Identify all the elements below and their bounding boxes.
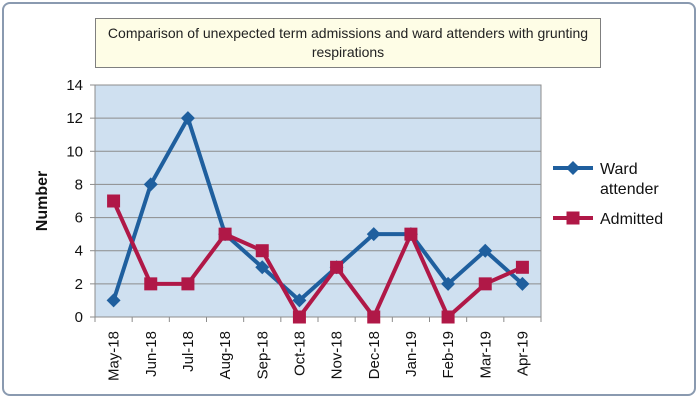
x-tick-label: Sep-18	[254, 331, 271, 379]
admitted-point	[292, 310, 306, 324]
y-tick-label: 10	[66, 143, 83, 160]
legend-marker	[566, 211, 580, 225]
x-tick-label: Oct-18	[291, 331, 308, 376]
x-tick-label: Jun-18	[143, 331, 160, 377]
ward-attender-point	[292, 293, 307, 308]
y-tick-label: 2	[75, 276, 83, 293]
admitted-point	[515, 260, 529, 274]
admitted-point	[367, 310, 381, 324]
admitted-point	[255, 244, 269, 258]
ward-attender-point	[441, 276, 456, 291]
x-tick-label: May-18	[106, 331, 123, 381]
admitted-point	[404, 227, 418, 241]
legend-marker	[566, 161, 580, 175]
x-tick-label: Nov-18	[329, 331, 346, 379]
legend-label: Ward	[600, 161, 638, 178]
x-tick-label: Jul-18	[180, 331, 197, 372]
series-line	[111, 116, 524, 303]
x-tick-label: Mar-19	[477, 331, 494, 379]
ward-attender-point	[478, 243, 493, 258]
admitted-point	[144, 277, 158, 291]
admitted-point	[330, 260, 344, 274]
ward-attender-point	[143, 177, 158, 192]
admitted-point	[441, 310, 455, 324]
x-tick-label: Aug-18	[217, 331, 234, 379]
x-tick-label: Feb-19	[440, 331, 457, 379]
legend: Ward attender Admitted	[553, 161, 663, 228]
ward-attender-point	[180, 111, 195, 126]
ward-attender-point	[106, 293, 121, 308]
y-tick-label: 14	[66, 77, 83, 94]
series-layer	[106, 111, 530, 324]
admitted-point	[218, 227, 232, 241]
ward-attender-point	[515, 276, 530, 291]
y-tick-label: 0	[75, 309, 83, 326]
legend-label: attender	[600, 181, 659, 198]
ward-attender-point	[366, 227, 381, 242]
y-tick-label: 8	[75, 176, 83, 193]
x-tick-label: Jan-19	[403, 331, 420, 377]
y-tick-label: 12	[66, 110, 83, 127]
series-1	[107, 194, 529, 324]
ward-attender-point	[255, 260, 270, 275]
admitted-point	[107, 194, 121, 208]
axes: 0 2 4 6 8 10 12 14 May-18 Jun-18 Jul-18 Aug-18 Sep-1…	[66, 77, 542, 381]
admitted-point	[478, 277, 492, 291]
legend-label: Admitted	[600, 211, 663, 228]
plot-area	[94, 84, 542, 318]
x-tick-label: Apr-19	[514, 331, 531, 376]
y-tick-label: 6	[75, 210, 83, 227]
y-axis-label: Number	[34, 171, 51, 231]
y-tick-label: 4	[75, 243, 83, 260]
admitted-point	[181, 277, 195, 291]
chart-title: Comparison of unexpected term admissions…	[95, 18, 601, 68]
x-tick-label: Dec-18	[366, 331, 383, 379]
